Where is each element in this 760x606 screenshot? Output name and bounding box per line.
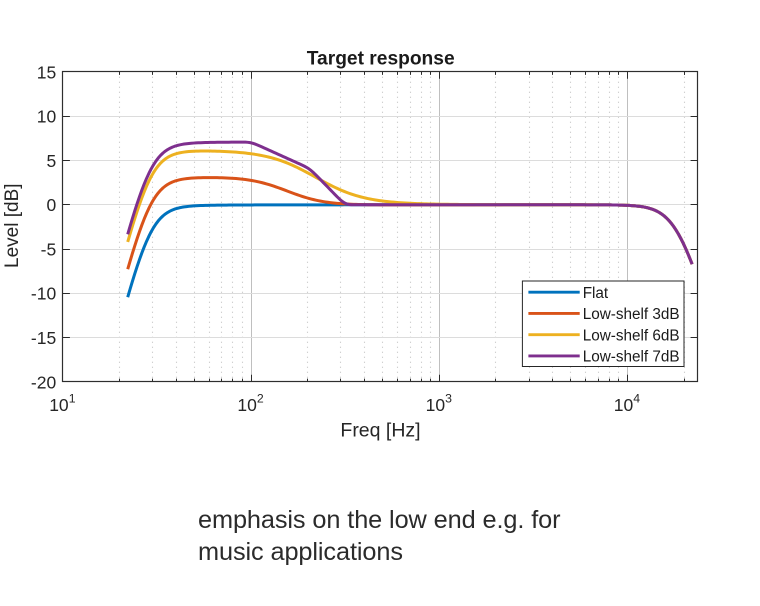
svg-text:Low-shelf 7dB: Low-shelf 7dB bbox=[583, 349, 680, 366]
svg-text:-5: -5 bbox=[41, 239, 57, 259]
svg-text:10: 10 bbox=[426, 395, 446, 415]
svg-text:Freq [Hz]: Freq [Hz] bbox=[340, 419, 420, 441]
svg-text:Target response: Target response bbox=[307, 48, 455, 69]
svg-text:-20: -20 bbox=[31, 372, 57, 392]
svg-text:Low-shelf 3dB: Low-shelf 3dB bbox=[583, 306, 680, 323]
svg-text:5: 5 bbox=[46, 151, 56, 171]
svg-text:15: 15 bbox=[37, 62, 56, 82]
svg-text:-15: -15 bbox=[31, 328, 56, 348]
svg-text:Flat: Flat bbox=[583, 285, 609, 302]
svg-text:Level [dB]: Level [dB] bbox=[2, 183, 23, 268]
svg-text:1: 1 bbox=[69, 392, 76, 406]
svg-text:Low-shelf 6dB: Low-shelf 6dB bbox=[583, 327, 680, 344]
svg-text:0: 0 bbox=[46, 195, 56, 215]
svg-text:10: 10 bbox=[37, 107, 57, 127]
svg-text:2: 2 bbox=[257, 392, 264, 406]
svg-text:10: 10 bbox=[614, 395, 634, 415]
svg-text:4: 4 bbox=[633, 392, 640, 406]
svg-text:10: 10 bbox=[49, 395, 69, 415]
svg-text:-10: -10 bbox=[31, 284, 57, 304]
svg-text:3: 3 bbox=[445, 392, 452, 406]
svg-text:10: 10 bbox=[237, 395, 257, 415]
